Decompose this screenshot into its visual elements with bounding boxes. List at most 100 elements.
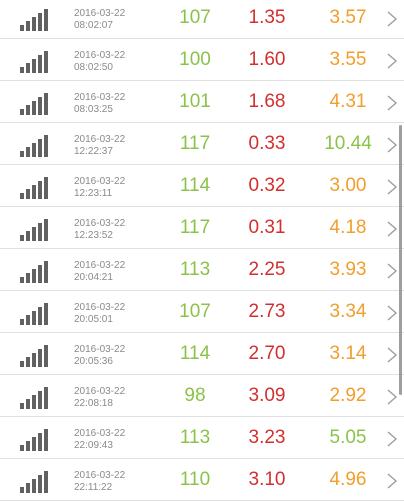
timestamp-time: 08:02:07 bbox=[74, 20, 113, 31]
list-item[interactable]: 2016-03-22 22:09:43 113 3.23 5.05 bbox=[0, 418, 404, 459]
signal-bars-icon bbox=[20, 387, 50, 409]
jitter-value: 3.57 bbox=[329, 7, 367, 28]
signal-bars-icon bbox=[20, 345, 50, 367]
chevron-right-icon[interactable] bbox=[386, 430, 398, 448]
jitter-value: 10.44 bbox=[324, 133, 372, 154]
chevron-right-icon[interactable] bbox=[386, 178, 398, 196]
jitter-value: 3.55 bbox=[329, 49, 367, 70]
ping-value: 2.73 bbox=[248, 301, 286, 322]
signal-bars-icon bbox=[20, 429, 50, 451]
timestamp-time: 12:23:11 bbox=[74, 188, 113, 199]
timestamp: 2016-03-22 22:09:43 bbox=[74, 428, 125, 452]
chevron-right-icon[interactable] bbox=[386, 52, 398, 70]
timestamp-date: 2016-03-22 bbox=[74, 218, 126, 229]
timestamp-time: 20:05:01 bbox=[74, 314, 113, 325]
speed-value: 100 bbox=[179, 49, 211, 70]
speed-value: 113 bbox=[179, 427, 211, 448]
jitter-value: 3.93 bbox=[329, 259, 367, 280]
timestamp-date: 2016-03-22 bbox=[74, 92, 126, 103]
signal-bars-icon bbox=[20, 51, 50, 73]
timestamp-date: 2016-03-22 bbox=[74, 50, 126, 61]
timestamp-time: 20:04:21 bbox=[74, 272, 113, 283]
chevron-right-icon[interactable] bbox=[386, 94, 398, 112]
list-item[interactable]: 2016-03-22 12:23:52 117 0.31 4.18 bbox=[0, 208, 404, 249]
ping-value: 1.35 bbox=[248, 7, 286, 28]
timestamp: 2016-03-22 12:23:52 bbox=[74, 218, 125, 242]
timestamp: 2016-03-22 22:08:18 bbox=[74, 386, 125, 410]
chevron-right-icon[interactable] bbox=[386, 220, 398, 238]
signal-bars-icon bbox=[20, 135, 50, 157]
timestamp: 2016-03-22 20:04:21 bbox=[74, 260, 125, 284]
jitter-value: 2.92 bbox=[329, 385, 367, 406]
list-item[interactable]: 2016-03-22 20:04:21 113 2.25 3.93 bbox=[0, 250, 404, 291]
timestamp-time: 22:09:43 bbox=[74, 440, 113, 451]
ping-value: 1.68 bbox=[248, 91, 286, 112]
timestamp: 2016-03-22 08:02:07 bbox=[74, 8, 125, 32]
signal-bars-icon bbox=[20, 261, 50, 283]
signal-bars-icon bbox=[20, 177, 50, 199]
ping-value: 0.33 bbox=[248, 133, 286, 154]
speed-value: 113 bbox=[179, 259, 211, 280]
list-item[interactable]: 2016-03-22 08:03:25 101 1.68 4.31 bbox=[0, 82, 404, 123]
speed-value: 117 bbox=[179, 133, 211, 154]
chevron-right-icon[interactable] bbox=[386, 136, 398, 154]
chevron-right-icon[interactable] bbox=[386, 10, 398, 28]
chevron-right-icon[interactable] bbox=[386, 346, 398, 364]
chevron-right-icon[interactable] bbox=[386, 388, 398, 406]
speed-value: 107 bbox=[179, 301, 211, 322]
speed-value: 114 bbox=[179, 343, 211, 364]
ping-value: 2.25 bbox=[248, 259, 286, 280]
timestamp-time: 12:22:37 bbox=[74, 146, 113, 157]
timestamp-date: 2016-03-22 bbox=[74, 386, 126, 397]
jitter-value: 3.00 bbox=[329, 175, 367, 196]
timestamp-date: 2016-03-22 bbox=[74, 8, 126, 19]
timestamp: 2016-03-22 12:23:11 bbox=[74, 176, 125, 200]
speed-value: 107 bbox=[179, 7, 211, 28]
chevron-right-icon[interactable] bbox=[386, 262, 398, 280]
jitter-value: 4.96 bbox=[329, 469, 367, 490]
speed-value: 117 bbox=[179, 217, 211, 238]
timestamp: 2016-03-22 22:11:22 bbox=[74, 470, 125, 494]
chevron-right-icon[interactable] bbox=[386, 472, 398, 490]
timestamp-date: 2016-03-22 bbox=[74, 428, 126, 439]
list-item[interactable]: 2016-03-22 08:02:07 107 1.35 3.57 bbox=[0, 0, 404, 39]
timestamp-time: 08:02:50 bbox=[74, 62, 113, 73]
jitter-value: 4.18 bbox=[329, 217, 367, 238]
list-item[interactable]: 2016-03-22 12:22:37 117 0.33 10.44 bbox=[0, 124, 404, 165]
timestamp-time: 08:03:25 bbox=[74, 104, 113, 115]
list-item[interactable]: 2016-03-22 22:11:22 110 3.10 4.96 bbox=[0, 460, 404, 501]
list-item[interactable]: 2016-03-22 08:02:50 100 1.60 3.55 bbox=[0, 40, 404, 81]
list-item[interactable]: 2016-03-22 20:05:36 114 2.70 3.14 bbox=[0, 334, 404, 375]
chevron-right-icon[interactable] bbox=[386, 304, 398, 322]
signal-bars-icon bbox=[20, 9, 50, 31]
timestamp: 2016-03-22 08:02:50 bbox=[74, 50, 125, 74]
jitter-value: 3.14 bbox=[329, 343, 367, 364]
speed-value: 98 bbox=[184, 385, 206, 406]
ping-value: 0.31 bbox=[248, 217, 286, 238]
ping-value: 3.09 bbox=[248, 385, 286, 406]
timestamp-date: 2016-03-22 bbox=[74, 302, 126, 313]
jitter-value: 3.34 bbox=[329, 301, 367, 322]
jitter-value: 4.31 bbox=[329, 91, 367, 112]
timestamp-time: 22:11:22 bbox=[74, 482, 113, 493]
ping-value: 1.60 bbox=[248, 49, 286, 70]
timestamp: 2016-03-22 20:05:01 bbox=[74, 302, 125, 326]
speed-value: 101 bbox=[179, 91, 211, 112]
timestamp: 2016-03-22 12:22:37 bbox=[74, 134, 125, 158]
ping-value: 3.10 bbox=[248, 469, 286, 490]
list-item[interactable]: 2016-03-22 12:23:11 114 0.32 3.00 bbox=[0, 166, 404, 207]
jitter-value: 5.05 bbox=[329, 427, 367, 448]
timestamp: 2016-03-22 08:03:25 bbox=[74, 92, 125, 116]
list-item[interactable]: 2016-03-22 20:05:01 107 2.73 3.34 bbox=[0, 292, 404, 333]
scrollbar[interactable] bbox=[399, 125, 402, 395]
list-item[interactable]: 2016-03-22 22:08:18 98 3.09 2.92 bbox=[0, 376, 404, 417]
signal-bars-icon bbox=[20, 219, 50, 241]
timestamp-time: 22:08:18 bbox=[74, 398, 113, 409]
speed-value: 114 bbox=[179, 175, 211, 196]
speed-value: 110 bbox=[179, 469, 211, 490]
timestamp-date: 2016-03-22 bbox=[74, 176, 126, 187]
timestamp: 2016-03-22 20:05:36 bbox=[74, 344, 125, 368]
timestamp-time: 20:05:36 bbox=[74, 356, 113, 367]
ping-value: 3.23 bbox=[248, 427, 286, 448]
signal-bars-icon bbox=[20, 93, 50, 115]
